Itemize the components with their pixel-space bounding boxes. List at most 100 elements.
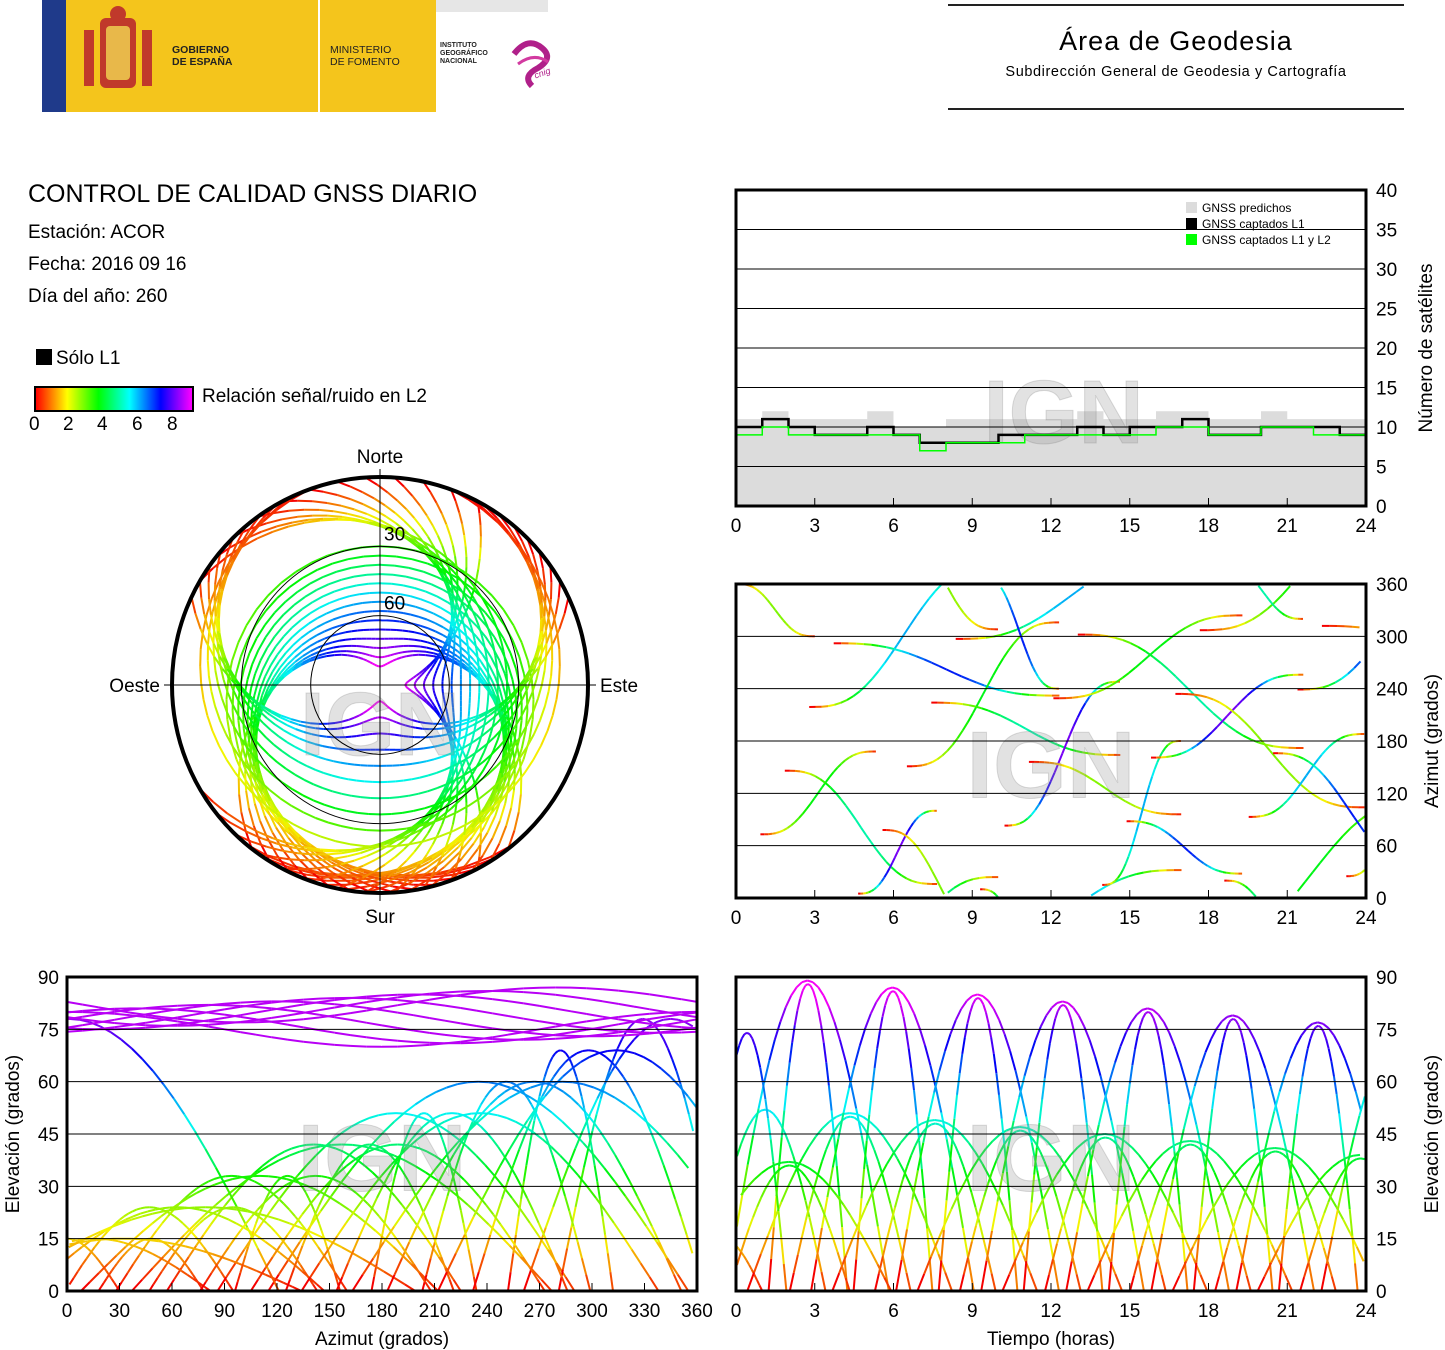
satellite-track — [198, 1241, 205, 1248]
satellite-track — [267, 1159, 280, 1167]
satellite-track — [450, 617, 453, 626]
satellite-track — [213, 629, 220, 645]
tick-label: 60 — [38, 1073, 59, 1094]
satellite-track — [523, 1017, 540, 1023]
satellite-track — [995, 1073, 1000, 1096]
satellite-track — [817, 1010, 823, 1026]
satellite-track — [466, 646, 470, 654]
satellite-track — [536, 684, 543, 700]
satellite-track — [123, 1212, 129, 1218]
satellite-track — [178, 1197, 189, 1205]
satellite-track — [816, 1253, 823, 1273]
satellite-track — [266, 684, 276, 695]
satellite-track — [313, 849, 332, 864]
satellite-track — [295, 728, 305, 733]
satellite-track — [336, 1222, 347, 1237]
satellite-track — [753, 1253, 762, 1273]
satellite-track — [155, 1207, 163, 1211]
satellite-track — [987, 674, 995, 686]
satellite-track — [319, 734, 327, 738]
satellite-track — [909, 822, 915, 828]
satellite-track — [638, 1017, 643, 1021]
satellite-track — [131, 1047, 144, 1060]
satellite-track — [327, 722, 336, 725]
satellite-track — [886, 1152, 895, 1165]
satellite-track — [1115, 1146, 1124, 1174]
satellite-track — [433, 692, 437, 697]
satellite-track — [318, 1222, 323, 1232]
satellite-track — [1046, 1140, 1055, 1150]
satellite-track — [387, 1112, 397, 1115]
satellite-track — [297, 499, 313, 503]
satellite-track — [999, 1143, 1006, 1153]
satellite-track — [1342, 827, 1352, 837]
satellite-track — [485, 1204, 495, 1216]
satellite-track — [246, 664, 254, 680]
satellite-track — [445, 711, 449, 717]
satellite-track — [1027, 1202, 1033, 1232]
satellite-track — [962, 1257, 969, 1275]
satellite-track — [1301, 774, 1308, 782]
satellite-track — [270, 1197, 281, 1211]
satellite-track — [833, 1124, 839, 1133]
satellite-track — [357, 1159, 366, 1167]
satellite-track — [240, 695, 250, 707]
satellite-track — [633, 991, 650, 996]
tick-label: 240 — [1376, 680, 1408, 701]
satellite-track — [572, 1226, 579, 1243]
satellite-track — [1002, 649, 1010, 659]
satellite-track — [845, 1115, 851, 1119]
satellite-track — [866, 1164, 874, 1196]
satellite-track — [409, 861, 430, 874]
satellite-track — [1163, 1021, 1171, 1034]
satellite-track — [268, 1192, 276, 1199]
satellite-track — [1135, 805, 1141, 810]
satellite-track — [447, 731, 457, 736]
satellite-track — [286, 1246, 293, 1254]
satellite-track — [1076, 709, 1083, 718]
tick-label: 0 — [731, 908, 742, 929]
satellite-track — [95, 1230, 105, 1238]
satellite-track — [1038, 1099, 1044, 1123]
tick-label: 15 — [1119, 908, 1140, 929]
satellite-track — [1353, 660, 1362, 669]
satellite-track — [375, 1145, 384, 1150]
satellite-track — [194, 1278, 200, 1284]
satellite-track — [539, 1004, 556, 1010]
satellite-track — [433, 756, 442, 761]
satellite-track — [519, 1086, 532, 1093]
satellite-track — [784, 995, 793, 1008]
satellite-track — [370, 1276, 376, 1292]
satellite-track — [300, 631, 310, 639]
satellite-track — [495, 1198, 503, 1217]
satellite-track — [260, 704, 272, 712]
satellite-track — [220, 1215, 230, 1221]
satellite-track — [795, 981, 803, 989]
satellite-track — [163, 1208, 174, 1213]
satellite-track — [618, 1033, 635, 1037]
satellite-track — [76, 1264, 83, 1273]
satellite-track — [291, 1145, 300, 1150]
satellite-track — [239, 639, 249, 657]
satellite-track — [508, 1245, 522, 1258]
satellite-track — [771, 832, 776, 835]
satellite-track — [878, 644, 887, 649]
satellite-track — [362, 658, 368, 662]
area-title: Área de Geodesia — [1059, 26, 1293, 56]
satellite-track — [244, 773, 248, 791]
satellite-track — [1242, 883, 1246, 888]
satellite-track — [986, 1255, 993, 1274]
satellite-track — [250, 519, 265, 535]
satellite-track — [1118, 1151, 1123, 1178]
satellite-track — [338, 1165, 347, 1174]
satellite-track — [1223, 1160, 1232, 1171]
satellite-track — [466, 616, 472, 626]
satellite-track — [1067, 1002, 1075, 1009]
satellite-track — [507, 987, 524, 991]
satellite-track — [287, 998, 304, 1002]
satellite-track — [500, 701, 510, 712]
satellite-track — [774, 609, 779, 615]
satellite-track — [880, 988, 888, 995]
satellite-track — [1271, 809, 1277, 814]
satellite-track — [458, 633, 462, 641]
